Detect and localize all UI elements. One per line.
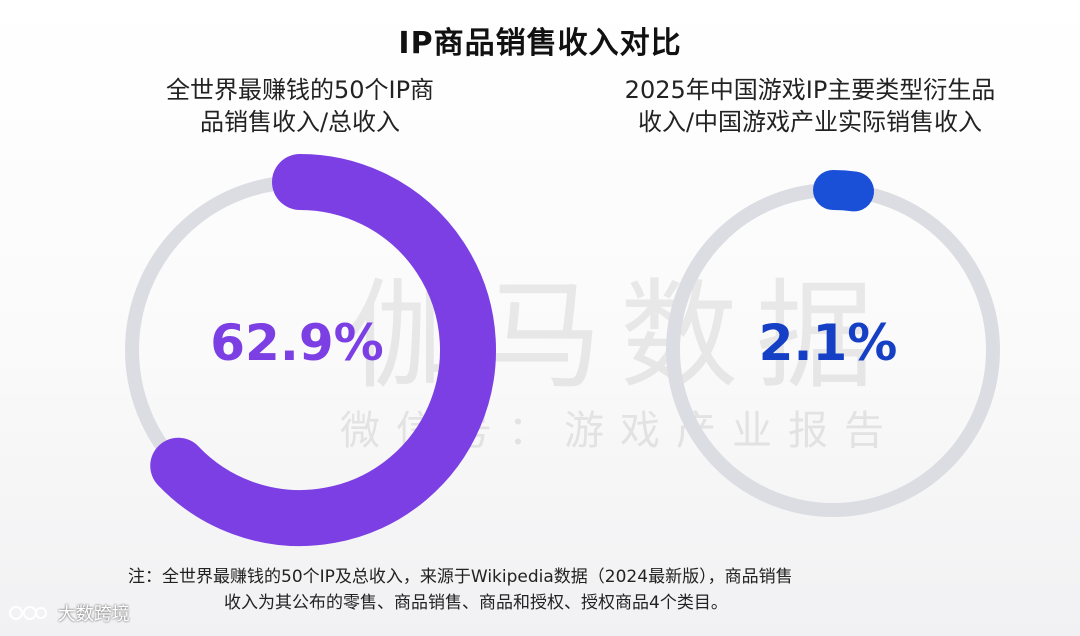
footnote-line-2: 收入为其公布的零售、商品销售、商品和授权、授权商品4个类目。 [224, 593, 728, 613]
right-donut-value-arc [813, 170, 875, 212]
brand-watermark: 大数跨境 [8, 600, 130, 629]
right-subtitle-line-2: 收入/中国游戏产业实际销售收入 [637, 108, 983, 136]
footnote: 注：全世界最赚钱的50个IP及总收入，来源于Wikipedia数据（2024最新… [128, 564, 968, 616]
right-chart-subtitle: 2025年中国游戏IP主要类型衍生品 收入/中国游戏产业实际销售收入 [600, 74, 1020, 138]
right-percent-label: 2.1% [758, 314, 898, 372]
right-subtitle-line-1: 2025年中国游戏IP主要类型衍生品 [624, 76, 996, 104]
left-donut-value-arc [150, 154, 496, 546]
left-subtitle-line-2: 品销售收入/总收入 [199, 108, 401, 136]
left-donut [125, 154, 496, 546]
left-subtitle-line-1: 全世界最赚钱的50个IP商 [165, 76, 435, 104]
footnote-line-1: 注：全世界最赚钱的50个IP及总收入，来源于Wikipedia数据（2024最新… [128, 567, 793, 587]
left-percent-label: 62.9% [210, 314, 384, 372]
chart-title: IP商品销售收入对比 [398, 26, 682, 61]
right-donut [666, 170, 1000, 517]
left-chart-subtitle: 全世界最赚钱的50个IP商 品销售收入/总收入 [140, 74, 460, 138]
brand-label: 大数跨境 [57, 604, 130, 625]
brand-logo-icon [8, 602, 48, 629]
